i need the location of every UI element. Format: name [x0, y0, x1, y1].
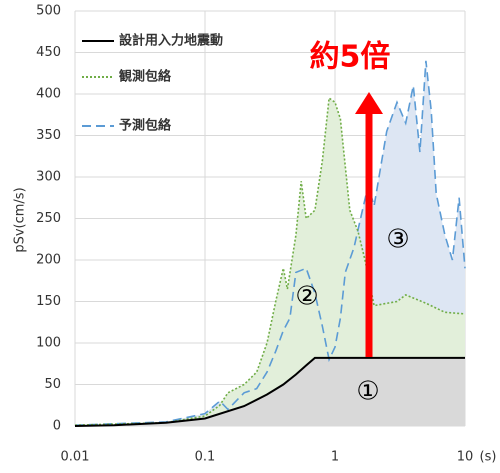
annotation: ① [356, 377, 379, 407]
y-tick-label: 50 [44, 377, 61, 392]
y-tick-label: 350 [36, 128, 61, 143]
x-tick-label: 0.01 [61, 450, 90, 465]
x-tick-label: 1 [331, 450, 339, 465]
y-tick-label: 250 [36, 211, 61, 226]
y-tick-label: 400 [36, 87, 61, 102]
y-tick-label: 450 [36, 45, 61, 60]
x-axis-unit: (s) [480, 450, 497, 465]
legend-label: 設計用入力地震動 [119, 33, 223, 49]
area-fill [75, 357, 465, 426]
y-axis-label: pSv(cm/s) [13, 187, 28, 252]
y-tick-label: 150 [36, 294, 61, 309]
y-tick-label: 100 [36, 336, 61, 351]
y-tick-label: 300 [36, 170, 61, 185]
legend-label: 観測包絡 [118, 69, 172, 85]
legend-label: 予測包絡 [119, 118, 172, 134]
y-tick-label: 500 [36, 4, 61, 19]
annotation: ③ [386, 225, 409, 255]
arrow-head [355, 92, 383, 114]
annotation: 約5倍 [310, 40, 391, 75]
annotation: ② [295, 282, 318, 312]
series-line [74, 356, 465, 427]
x-tick-label: 0.1 [195, 450, 216, 465]
x-tick-label: 10 [457, 450, 474, 465]
y-tick-label: 200 [36, 253, 61, 268]
series-line [74, 96, 466, 426]
y-tick-label: 0 [53, 419, 61, 434]
series-line [74, 60, 466, 426]
